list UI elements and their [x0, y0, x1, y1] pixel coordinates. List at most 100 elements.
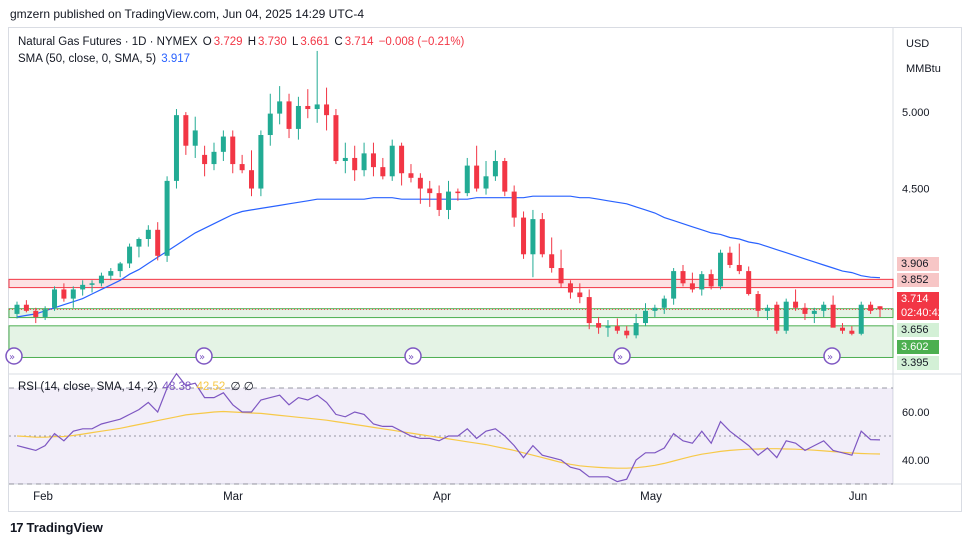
candle-body — [98, 275, 104, 284]
candle-body — [567, 283, 573, 293]
price-tag: 3.906 — [897, 257, 939, 271]
candle-body — [830, 304, 836, 328]
rsi-line — [16, 372, 881, 483]
candle-body — [173, 115, 179, 181]
candle-body — [736, 264, 742, 272]
candle-body — [211, 151, 217, 165]
zone-resistance — [8, 278, 894, 289]
candle-body — [614, 326, 620, 331]
candle-body — [305, 105, 311, 110]
rsi-label: RSI (14, close, SMA, 14, 2) — [18, 381, 158, 393]
candle-body — [267, 113, 273, 136]
candle-body — [14, 304, 20, 314]
candle-body — [436, 193, 442, 210]
candle-body — [793, 301, 799, 308]
low-value: 3.661 — [300, 36, 330, 48]
event-arrow-icon: » — [408, 352, 414, 363]
candle-body — [192, 130, 198, 146]
candle-body — [117, 263, 123, 272]
change-value: −0.008 (−0.21%) — [378, 36, 465, 48]
candle-body — [389, 145, 395, 177]
candle-body — [718, 252, 724, 287]
candle-body — [746, 271, 752, 295]
candle-body — [295, 105, 301, 129]
footer-brand: 17 TradingView — [10, 520, 103, 535]
candle-body — [80, 284, 86, 290]
chart-frame — [8, 27, 962, 512]
price-tag: 3.852 — [897, 273, 939, 287]
candle-body — [42, 309, 48, 317]
event-marker-icon — [195, 347, 213, 365]
candle-body — [370, 153, 376, 168]
candle-body — [155, 229, 161, 256]
open-value: 3.729 — [213, 36, 243, 48]
candle-body — [70, 289, 76, 299]
candle-body — [521, 217, 527, 255]
candle-body — [577, 292, 583, 298]
price-tag: 3.656 — [897, 323, 939, 337]
candle-body — [539, 219, 545, 255]
candle-body — [755, 294, 761, 311]
candle-body — [249, 170, 255, 189]
candle-body — [202, 154, 208, 165]
candle-body — [586, 297, 592, 324]
candle-body — [633, 323, 639, 336]
rsi-extra: ∅ ∅ — [230, 381, 254, 393]
candle-body — [23, 304, 29, 311]
price-tick-label: 4.500 — [902, 184, 930, 196]
candle-body — [605, 326, 611, 328]
candle-body — [868, 304, 874, 311]
candle-body — [642, 310, 648, 324]
candle-body — [183, 115, 189, 146]
currency-label[interactable]: USD — [906, 38, 930, 50]
candle-body — [108, 271, 114, 276]
candle-body — [220, 136, 226, 152]
close-value: 3.714 — [344, 36, 374, 48]
candle-body — [877, 306, 883, 310]
event-marker-icon — [823, 347, 841, 365]
x-axis-label: Feb — [33, 491, 53, 503]
candle-body — [464, 165, 470, 194]
candle-body — [136, 238, 142, 247]
candle-body — [399, 145, 405, 174]
candle-body — [89, 283, 95, 285]
x-axis-label: Mar — [223, 491, 243, 503]
sma-label: SMA (50, close, 0, SMA, 5) — [18, 53, 157, 65]
price-tick-label: 5.000 — [902, 107, 930, 119]
event-marker-icon — [613, 347, 631, 365]
symbol-name[interactable]: Natural Gas Futures · 1D · NYMEX — [18, 36, 198, 48]
candle-body — [277, 101, 283, 114]
candle-body — [417, 177, 423, 189]
candle-body — [455, 191, 461, 194]
rsi-legend[interactable]: RSI (14, close, SMA, 14, 2) 48.38 42.52 … — [18, 379, 256, 393]
high-label: H — [247, 36, 257, 48]
candle-body — [596, 323, 602, 328]
zone-support — [8, 325, 894, 358]
candle-body — [127, 246, 133, 264]
sma-legend[interactable]: SMA (50, close, 0, SMA, 5) 3.917 — [18, 53, 192, 65]
candle-body — [661, 298, 667, 308]
candle-body — [324, 104, 330, 116]
tradingview-logo-icon: 17 — [10, 520, 24, 535]
candle-body — [802, 307, 808, 314]
high-value: 3.730 — [258, 36, 287, 48]
x-axis-label: Jun — [849, 491, 868, 503]
price-tag: 3.602 — [897, 340, 939, 354]
candle-body — [558, 268, 564, 284]
candle-body — [239, 164, 245, 171]
candle-body — [164, 180, 170, 256]
rsi-tick-label: 40.00 — [902, 455, 930, 467]
close-label: C — [334, 36, 343, 48]
candle-body — [530, 219, 536, 255]
event-arrow-icon: » — [827, 352, 833, 363]
unit-label[interactable]: MMBtu — [906, 63, 941, 75]
candle-body — [33, 310, 39, 317]
candle-body — [858, 304, 864, 334]
candle-body — [352, 157, 358, 171]
published-header: gmzern published on TradingView.com, Jun… — [10, 7, 364, 21]
candle-body — [689, 283, 695, 290]
candle-body — [333, 115, 339, 162]
candle-body — [811, 310, 817, 314]
candle-body — [502, 161, 508, 192]
